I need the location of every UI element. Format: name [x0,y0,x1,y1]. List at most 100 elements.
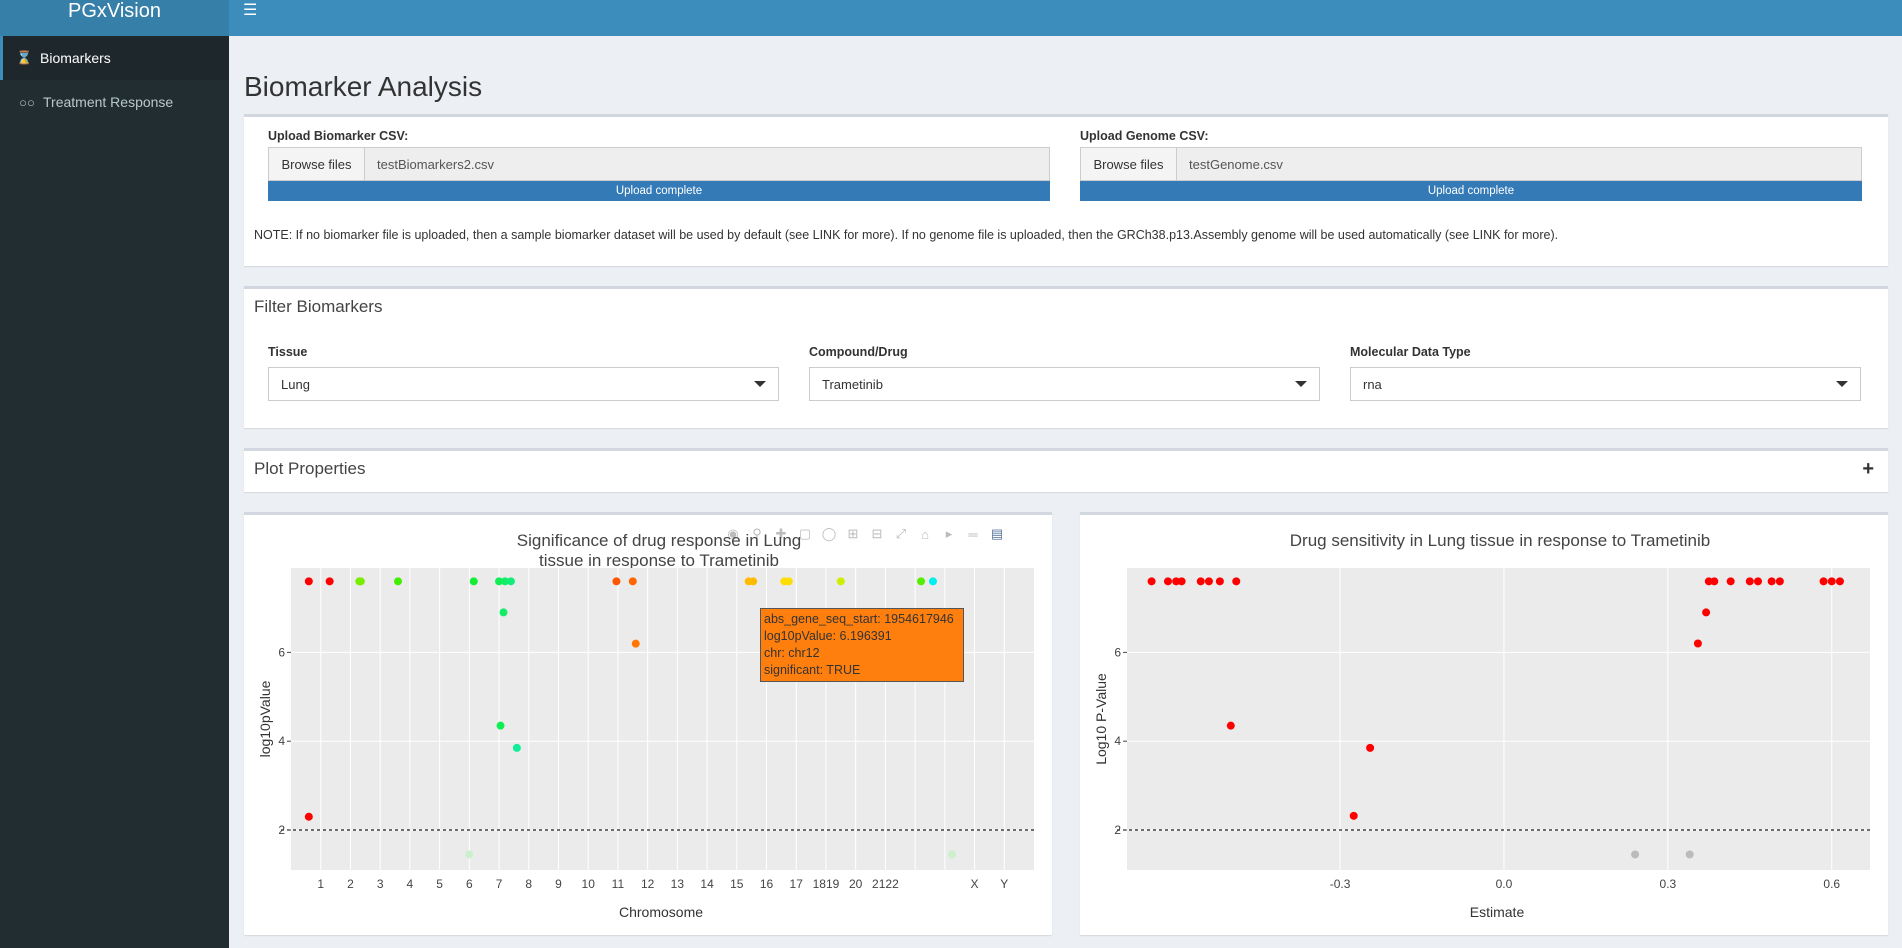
x-tick-label: 0.6 [1823,877,1840,891]
genome-file-input[interactable]: Browse files testGenome.csv [1080,147,1862,181]
autoscale-icon[interactable]: ⤢ [895,526,907,541]
manhattan-plot-box: ◉ ⚲ ✚ ▢ ◯ ⊞ ⊟ ⤢ ⌂ ▸ ═ ▤ Significance of … [244,512,1052,935]
main-content: Biomarker Analysis Upload Biomarker CSV:… [229,36,1902,948]
volcano-plot-box: Drug sensitivity in Lung tissue in respo… [1080,512,1888,935]
x-tick-label: 15 [730,877,744,891]
x-tick-label: 0.0 [1496,877,1513,891]
y-tick-label: 2 [278,823,285,837]
tooltip-line: abs_gene_seq_start: 1954617946 [764,612,954,626]
y-tick-label: 2 [1114,823,1121,837]
data-point [1163,577,1172,586]
data-point [465,850,474,859]
data-point [1215,577,1224,586]
data-point [496,721,505,730]
x-tick-label: 12 [641,877,655,891]
y-tick-label: 6 [1114,645,1121,659]
page-title: Biomarker Analysis [244,71,483,102]
tooltip-line: chr: chr12 [764,646,820,660]
genome-upload-progress: Upload complete [1080,181,1862,201]
data-point [612,577,621,586]
data-point [499,608,508,617]
zoom-icon[interactable]: ⚲ [752,526,762,541]
x-tick-label: 10 [582,877,596,891]
datatype-select-value: rna [1363,376,1382,392]
x-tick-label: 8 [525,877,532,891]
x-tick-label: 1 [317,877,324,891]
data-point [917,577,926,586]
data-point [469,577,478,586]
plot2-bg [1127,568,1870,870]
biomarker-upload-progress: Upload complete [268,181,1050,201]
x-tick-label: 13 [671,877,685,891]
spike-lines-icon[interactable]: ▸ [945,526,953,541]
data-point [1767,577,1776,586]
x-tick-label: 2122 [872,877,899,891]
data-point [1366,743,1375,752]
zoom-out-icon[interactable]: ⊟ [871,526,883,541]
data-point [1177,577,1186,586]
datatype-label: Molecular Data Type [1350,345,1471,359]
expand-icon[interactable]: + [1862,458,1874,480]
app-logo[interactable]: PGxVision [0,0,229,36]
x-tick-label: 3 [377,877,384,891]
tissue-select[interactable]: Lung [268,367,779,401]
lasso-select-icon[interactable]: ◯ [821,526,837,541]
upload-box: Upload Biomarker CSV: Browse files testB… [244,114,1888,266]
data-point [1147,577,1156,586]
sidebar-toggle-icon[interactable]: ☰ [243,2,258,19]
data-point [495,577,504,586]
volcano-plot[interactable]: 2 4 6 -0.3 0.0 0.3 0.6 Estimate Log10 P-Value [1080,515,1888,935]
biomarker-file-input[interactable]: Browse files testBiomarkers2.csv [268,147,1050,181]
plot-modebar: ◉ ⚲ ✚ ▢ ◯ ⊞ ⊟ ⤢ ⌂ ▸ ═ ▤ [723,525,1007,543]
pan-icon[interactable]: ✚ [775,526,787,541]
biomarker-browse-button[interactable]: Browse files [269,148,365,180]
home-icon[interactable]: ⌂ [921,526,929,542]
genome-browse-button[interactable]: Browse files [1081,148,1177,180]
x-tick-label: -0.3 [1330,877,1351,891]
data-point [304,812,313,821]
x-tick-label: 11 [612,877,625,891]
data-point [1226,721,1235,730]
filter-box-title: Filter Biomarkers [254,297,383,316]
compound-select-value: Trametinib [822,376,883,392]
box-select-icon[interactable]: ▢ [798,526,812,541]
plot1-title-line1: Significance of drug response in Lung [516,531,802,550]
hover-tooltip: abs_gene_seq_start: 1954617946 log10pVal… [760,608,964,682]
x-tick-label: 5 [436,877,443,891]
datatype-select[interactable]: rna [1350,367,1861,401]
camera-icon[interactable]: ◉ [727,526,739,541]
zoom-in-icon[interactable]: ⊞ [847,526,859,541]
plot1-title-line2: tissue in response to Trametinib [538,551,779,570]
x-tick-label: 4 [407,877,414,891]
compare-hover-icon[interactable]: ═ [968,526,978,542]
chevron-down-icon [754,381,766,387]
data-point [1196,577,1205,586]
data-point [512,743,521,752]
data-point [928,577,937,586]
hourglass-icon: ⌛ [16,50,33,65]
sidebar-item-label: Treatment Response [43,94,174,110]
data-point [1204,577,1213,586]
x-tick-label: X [971,877,979,891]
compound-select[interactable]: Trametinib [809,367,1320,401]
plotly-logo-icon[interactable]: ▤ [990,526,1004,541]
sidebar-item-biomarkers[interactable]: ⌛ Biomarkers [0,36,229,80]
data-point [836,577,845,586]
y-tick-label: 6 [278,645,285,659]
plot-properties-box[interactable]: Plot Properties + [244,448,1888,492]
y-tick-label: 4 [1114,734,1121,748]
top-navbar: ☰ [229,0,1902,36]
data-point [1754,577,1763,586]
data-point [393,577,402,586]
sidebar-item-treatment-response[interactable]: ○○ Treatment Response [0,80,229,124]
plot2-ylabel: Log10 P-Value [1093,673,1109,765]
genome-upload-label: Upload Genome CSV: [1080,129,1209,143]
data-point [1693,639,1702,648]
data-point [948,850,957,859]
x-tick-label: 7 [496,877,503,891]
tooltip-line: significant: TRUE [764,663,861,677]
data-point [1685,850,1694,859]
data-point [1726,577,1735,586]
data-point [628,577,637,586]
